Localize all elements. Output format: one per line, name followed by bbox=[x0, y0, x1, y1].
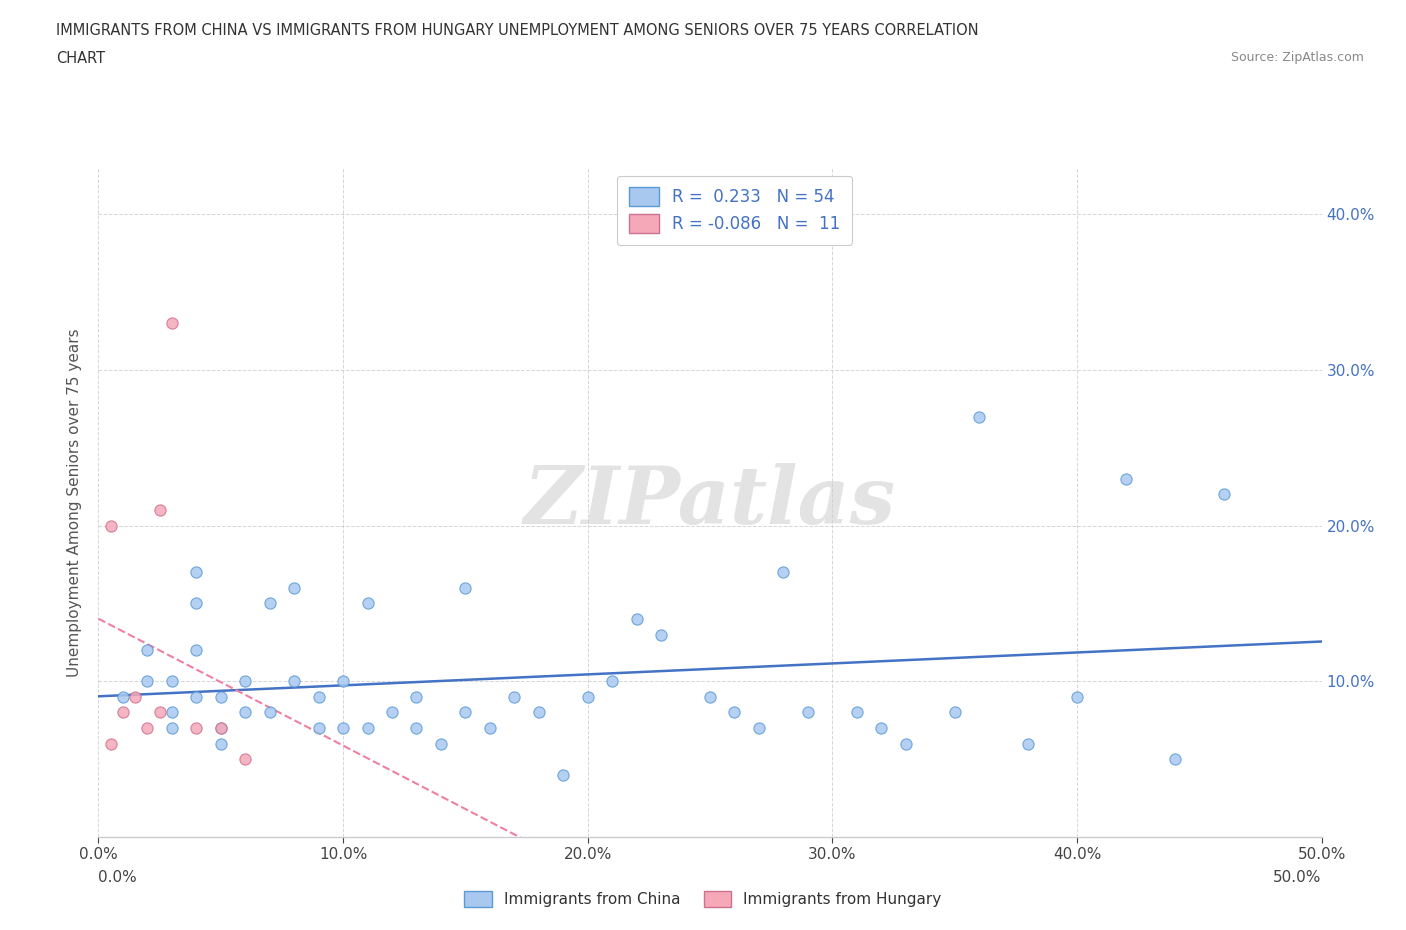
Point bbox=[233, 705, 256, 720]
Legend: Immigrants from China, Immigrants from Hungary: Immigrants from China, Immigrants from H… bbox=[458, 884, 948, 913]
Point bbox=[1164, 751, 1187, 766]
Legend: R =  0.233   N = 54, R = -0.086   N =  11: R = 0.233 N = 54, R = -0.086 N = 11 bbox=[617, 176, 852, 245]
Point bbox=[186, 643, 208, 658]
Point bbox=[209, 721, 232, 736]
Point bbox=[626, 612, 648, 627]
Point bbox=[136, 674, 159, 689]
Point bbox=[1212, 487, 1234, 502]
Point bbox=[308, 689, 330, 704]
Point bbox=[186, 721, 208, 736]
Point bbox=[332, 674, 354, 689]
Point bbox=[136, 643, 159, 658]
Point bbox=[478, 721, 501, 736]
Point bbox=[160, 315, 183, 330]
Y-axis label: Unemployment Among Seniors over 75 years: Unemployment Among Seniors over 75 years bbox=[67, 328, 83, 676]
Point bbox=[576, 689, 599, 704]
Point bbox=[967, 409, 990, 424]
Point bbox=[136, 721, 159, 736]
Point bbox=[723, 705, 745, 720]
Text: 50.0%: 50.0% bbox=[1274, 870, 1322, 884]
Point bbox=[259, 596, 281, 611]
Point bbox=[233, 674, 256, 689]
Point bbox=[283, 674, 305, 689]
Point bbox=[454, 705, 477, 720]
Point bbox=[797, 705, 820, 720]
Point bbox=[405, 721, 427, 736]
Point bbox=[650, 627, 672, 642]
Point bbox=[209, 721, 232, 736]
Point bbox=[527, 705, 550, 720]
Point bbox=[356, 721, 378, 736]
Point bbox=[405, 689, 427, 704]
Point bbox=[124, 689, 146, 704]
Point bbox=[943, 705, 966, 720]
Point bbox=[160, 705, 183, 720]
Text: CHART: CHART bbox=[56, 51, 105, 66]
Point bbox=[186, 565, 208, 579]
Point bbox=[454, 580, 477, 595]
Point bbox=[772, 565, 794, 579]
Text: IMMIGRANTS FROM CHINA VS IMMIGRANTS FROM HUNGARY UNEMPLOYMENT AMONG SENIORS OVER: IMMIGRANTS FROM CHINA VS IMMIGRANTS FROM… bbox=[56, 23, 979, 38]
Point bbox=[259, 705, 281, 720]
Point bbox=[503, 689, 526, 704]
Point bbox=[894, 737, 917, 751]
Point bbox=[111, 705, 134, 720]
Point bbox=[283, 580, 305, 595]
Point bbox=[845, 705, 868, 720]
Point bbox=[870, 721, 893, 736]
Point bbox=[149, 502, 172, 517]
Point bbox=[699, 689, 721, 704]
Point bbox=[186, 596, 208, 611]
Point bbox=[111, 689, 134, 704]
Text: Source: ZipAtlas.com: Source: ZipAtlas.com bbox=[1230, 51, 1364, 64]
Point bbox=[209, 689, 232, 704]
Point bbox=[1017, 737, 1039, 751]
Point bbox=[100, 518, 122, 533]
Point bbox=[149, 705, 172, 720]
Point bbox=[1115, 472, 1137, 486]
Point bbox=[553, 767, 575, 782]
Point bbox=[748, 721, 770, 736]
Point bbox=[186, 689, 208, 704]
Point bbox=[356, 596, 378, 611]
Point bbox=[381, 705, 404, 720]
Point bbox=[308, 721, 330, 736]
Point bbox=[209, 737, 232, 751]
Point bbox=[160, 721, 183, 736]
Point bbox=[332, 721, 354, 736]
Point bbox=[600, 674, 623, 689]
Point bbox=[100, 737, 122, 751]
Point bbox=[233, 751, 256, 766]
Text: ZIPatlas: ZIPatlas bbox=[524, 463, 896, 541]
Point bbox=[1066, 689, 1088, 704]
Text: 0.0%: 0.0% bbox=[98, 870, 138, 884]
Point bbox=[160, 674, 183, 689]
Point bbox=[430, 737, 453, 751]
